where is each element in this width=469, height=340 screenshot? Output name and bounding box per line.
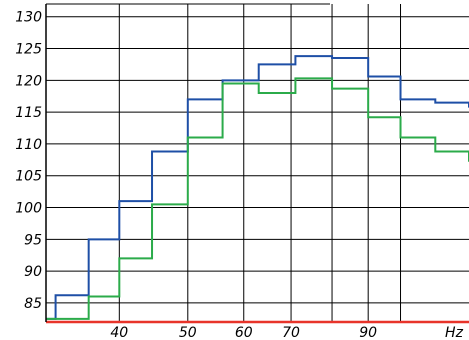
- y-tick-label: 100: [15, 201, 42, 217]
- x-tick-label: 70: [282, 325, 300, 340]
- y-tick-label: 120: [15, 73, 42, 89]
- x-tick-label: 60: [235, 325, 253, 340]
- x-tick-label: 40: [110, 325, 128, 340]
- x-tick-label: 90: [359, 325, 377, 340]
- x-tick-label: 50: [179, 325, 197, 340]
- y-tick-label: 90: [24, 264, 42, 280]
- y-tick-label: 115: [15, 105, 42, 121]
- x-unit-label: Hz: [445, 325, 464, 340]
- series-1-line: [46, 55, 469, 320]
- y-axis-ticks: 85 90 95 100 105 110 115 120 125 130: [15, 10, 42, 312]
- y-tick-label: 130: [15, 10, 42, 26]
- y-tick-label: 110: [15, 137, 42, 153]
- series-2-line: [46, 77, 469, 320]
- grid: [46, 4, 469, 322]
- y-tick-label: 125: [15, 42, 42, 58]
- y-tick-label: 95: [24, 232, 42, 248]
- series-layer: [46, 55, 469, 324]
- y-tick-label: 85: [24, 296, 42, 312]
- plot-frame: [45, 3, 330, 322]
- x-axis-ticks: 40 50 60 70 90 Hz: [110, 325, 463, 340]
- y-tick-label: 105: [15, 169, 42, 185]
